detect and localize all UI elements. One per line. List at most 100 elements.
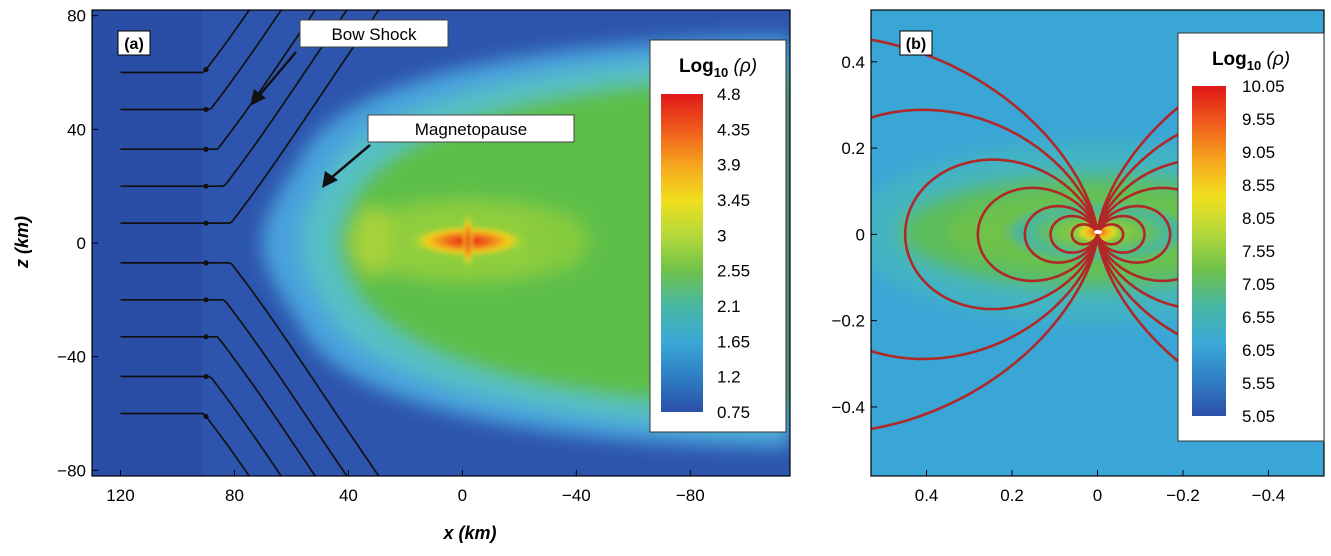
annotation-box [299, 19, 449, 48]
panel-label-box [117, 30, 151, 56]
x-tick-label: 40 [339, 486, 358, 505]
x-tick-label: 120 [106, 486, 134, 505]
panel-label-box [899, 30, 933, 56]
field-line [871, 108, 1099, 361]
flow-arrow-marker [203, 220, 209, 226]
field-lines [871, 38, 1324, 431]
colorbar-label: 3 [717, 226, 726, 245]
colorbar-label: 5.05 [1242, 407, 1275, 426]
flow-arrow-marker [203, 260, 209, 266]
planet-dot [1094, 230, 1102, 234]
colorbar-label: 3.45 [717, 191, 750, 210]
field-line [976, 186, 1099, 283]
x-tick-label: 0.2 [1000, 486, 1024, 505]
axis-ticks: 0.4 0.2 0 −0.2 −0.4 0.4 0.2 0 −0.2 −0.4 [831, 53, 1285, 505]
colorbar-b: Log10 (ρ) 10.05 9.55 9.05 8.55 8.05 7.55 7.05 6… [1177, 32, 1325, 442]
flow-arrow-marker [203, 146, 209, 152]
field-line [903, 158, 1099, 311]
flow-arrow-marker [203, 297, 209, 303]
colorbar-label: 4.35 [717, 120, 750, 139]
colorbar-label: 9.05 [1242, 143, 1275, 162]
colorbar-label: 4.8 [717, 85, 741, 104]
y-axis-title: z (km) [12, 216, 32, 269]
annotation-bow-shock: Bow Shock [331, 25, 417, 44]
colorbar-label: 5.55 [1242, 374, 1275, 393]
streamline [120, 262, 380, 476]
field-line [1096, 108, 1324, 361]
y-tick-label: 0 [77, 234, 86, 253]
streamline [120, 10, 317, 151]
x-tick-label: 0 [1093, 486, 1102, 505]
colorbar-label: 9.55 [1242, 110, 1275, 129]
colorbar-scale: 10.05 9.55 9.05 8.55 8.05 7.55 7.05 6.55 6.05 5.5… [1192, 77, 1285, 426]
x-tick-label: −40 [562, 486, 591, 505]
streamline [120, 10, 251, 74]
field-line [1096, 204, 1172, 264]
field-line [871, 38, 1099, 431]
annotation-box [367, 114, 575, 143]
colorbar-a: Log10 (ρ) 4.8 4.35 3.9 3.45 3 2.55 2.1 1.65 1.2 0… [649, 39, 787, 433]
colorbar-label: 8.05 [1242, 209, 1275, 228]
y-tick-label: 40 [67, 120, 86, 139]
colorbar-label: 0.75 [717, 403, 750, 422]
colorbar-label: 7.05 [1242, 275, 1275, 294]
x-axis-title: x (km) [442, 523, 496, 543]
axis-ticks: 120 80 40 0 −40 −80 80 40 0 −40 −80 [57, 7, 705, 505]
bow-shock-arrow [257, 51, 297, 98]
panel-label: (a) [124, 36, 144, 53]
panel-label: (b) [906, 36, 926, 53]
x-tick-label: −80 [676, 486, 705, 505]
y-tick-label: −40 [57, 348, 86, 367]
x-tick-label: 80 [225, 486, 244, 505]
streamline [120, 10, 283, 111]
colorbar-gradient [661, 94, 703, 412]
field-line [1096, 223, 1125, 246]
y-tick-label: 0.2 [841, 139, 865, 158]
field-line [1096, 38, 1324, 431]
field-line [1023, 204, 1099, 264]
colorbar-label: 7.55 [1242, 242, 1275, 261]
colorbar-label: 1.2 [717, 368, 741, 387]
flow-arrow-marker [203, 413, 209, 420]
y-tick-label: 80 [67, 7, 86, 26]
streamline [120, 412, 251, 476]
flow-arrow-marker [203, 106, 209, 113]
colorbar-title: Log10 (ρ) [1212, 49, 1290, 73]
x-tick-label: −0.4 [1252, 486, 1286, 505]
colorbar-label: 10.05 [1242, 77, 1285, 96]
colorbar-scale: 4.8 4.35 3.9 3.45 3 2.55 2.1 1.65 1.2 0.75 [661, 85, 750, 422]
field-line [1070, 223, 1099, 246]
field-line [1096, 214, 1146, 254]
colorbar-label: 2.55 [717, 262, 750, 281]
magnetopause-arrowhead [322, 171, 338, 188]
colorbar-gradient [1192, 86, 1226, 416]
colorbar-label: 3.9 [717, 156, 741, 175]
y-tick-label: −0.2 [831, 312, 865, 331]
colorbar-label: 1.65 [717, 332, 750, 351]
y-tick-label: −80 [57, 461, 86, 480]
colorbar-label: 6.05 [1242, 341, 1275, 360]
y-tick-label: 0 [856, 225, 865, 244]
flow-arrow-marker [203, 334, 209, 340]
y-tick-label: −0.4 [831, 398, 865, 417]
flow-arrow-marker [203, 373, 209, 380]
flow-arrow-marker [203, 183, 209, 189]
streamline [120, 335, 317, 476]
streamline [120, 298, 348, 476]
flow-arrow-marker [203, 66, 209, 73]
panel-b: 0.4 0.2 0 −0.2 −0.4 0.4 0.2 0 −0.2 −0.4 (b) Log10… [831, 9, 1325, 505]
colorbar-label: 2.1 [717, 297, 741, 316]
colorbar-title: Log10 (ρ) [679, 56, 757, 80]
field-line [1049, 214, 1099, 254]
streamline [120, 375, 283, 476]
x-tick-label: 0 [458, 486, 467, 505]
streamline [120, 10, 380, 224]
x-tick-label: −0.2 [1166, 486, 1200, 505]
annotation-magnetopause: Magnetopause [415, 120, 527, 139]
colorbar-label: 6.55 [1242, 308, 1275, 327]
magnetopause-arrow [330, 144, 371, 179]
y-tick-label: 0.4 [841, 53, 865, 72]
streamline [120, 10, 348, 188]
